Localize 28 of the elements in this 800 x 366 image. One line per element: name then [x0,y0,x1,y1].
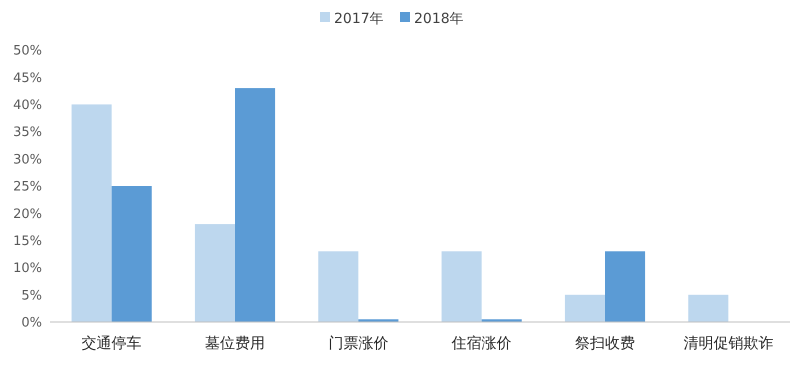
x-tick-label: 门票涨价 [328,334,388,352]
y-tick-label: 50% [13,44,42,59]
x-tick-label: 住宿涨价 [450,334,512,352]
y-tick-label: 20% [13,206,42,222]
legend-label: 2018年 [414,10,464,27]
y-tick-label: 30% [13,152,42,168]
y-tick-label: 25% [13,180,42,195]
bar [688,294,728,322]
bar [442,251,482,322]
y-tick-label: 15% [13,234,42,249]
x-tick-label: 清明促销欺诈 [683,334,774,352]
x-tick-label: 交通停车 [82,334,142,352]
bar [605,251,646,322]
y-tick-label: 40% [13,98,42,113]
y-tick-label: 45% [13,70,42,86]
x-tick-label: 墓位费用 [205,334,265,352]
y-tick-label: 10% [13,261,42,276]
bar [235,88,276,322]
y-tick-label: 5% [21,288,42,304]
bar [112,186,152,322]
bar [564,294,605,322]
bar [194,224,235,322]
legend-label: 2017年 [334,10,384,27]
y-tick-label: 0% [21,316,42,331]
bar [318,251,358,322]
bar [72,104,112,322]
y-tick-label: 35% [13,125,42,140]
x-tick-label: 祭扫收费 [575,334,635,352]
